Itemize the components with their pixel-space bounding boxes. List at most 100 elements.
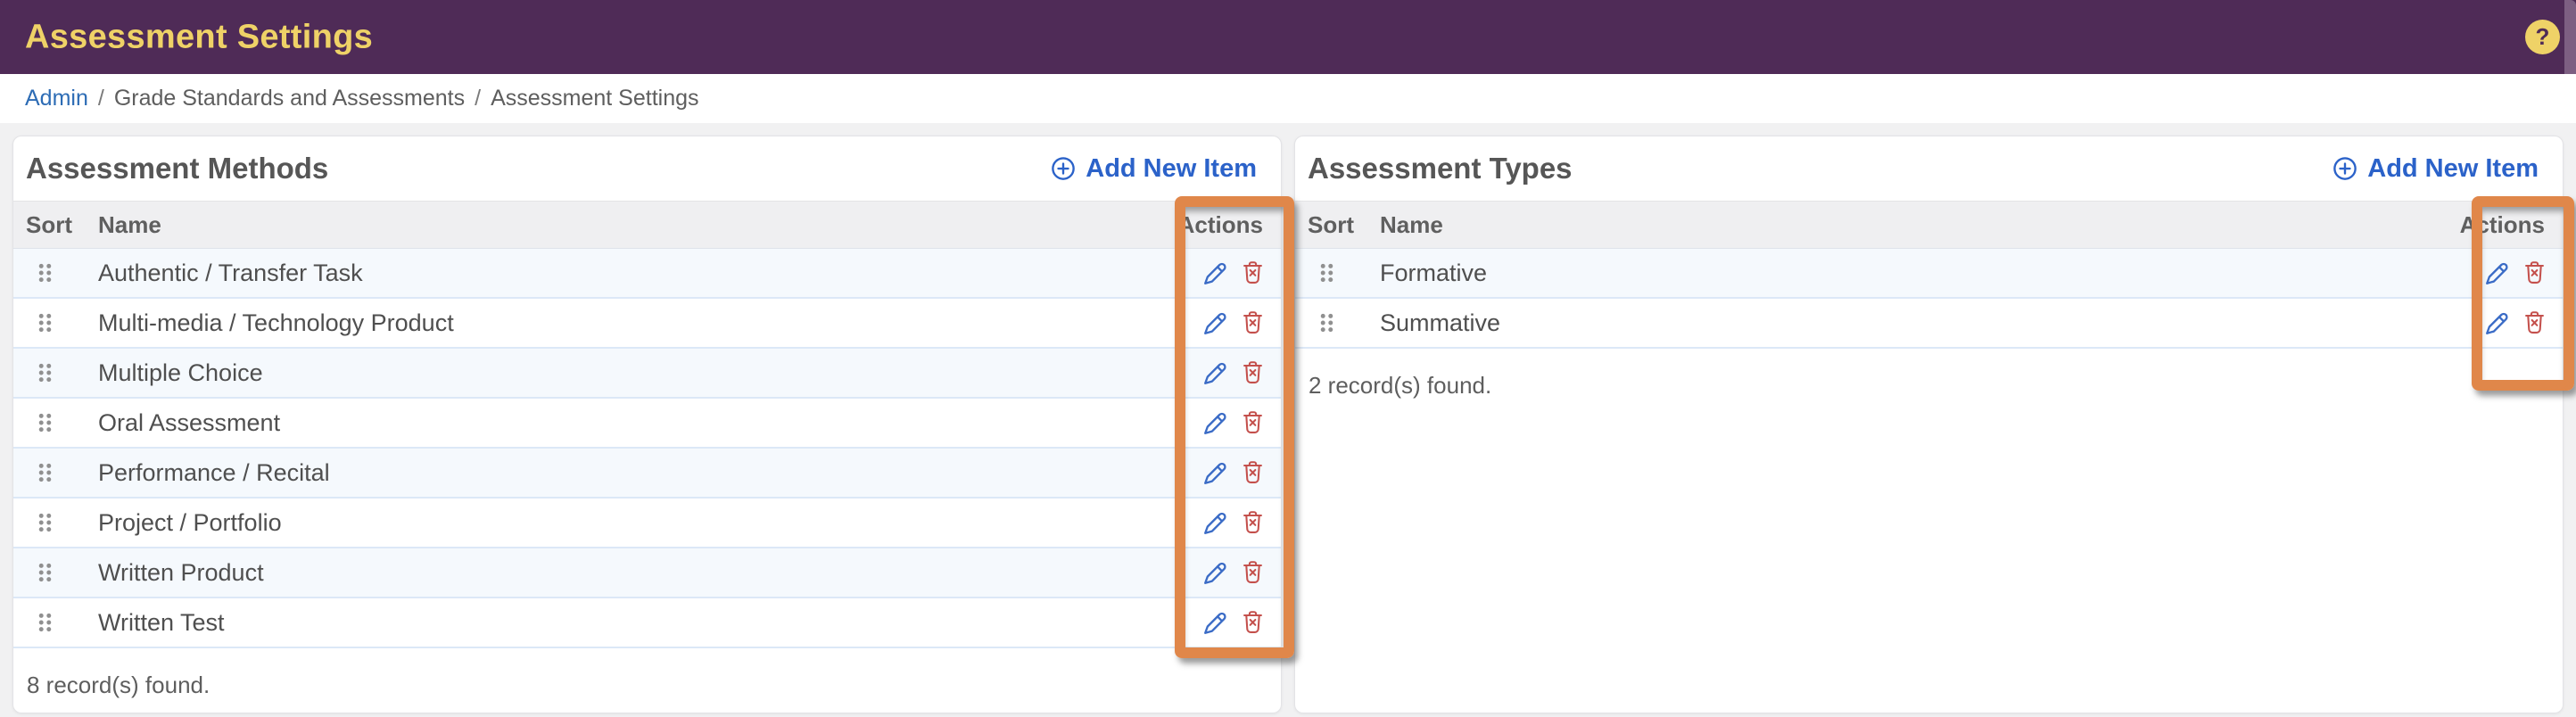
drag-handle-icon	[38, 413, 52, 433]
drag-handle[interactable]	[1318, 311, 1335, 334]
drag-handle-icon	[38, 563, 52, 582]
trash-icon	[1243, 310, 1262, 334]
drag-handle-icon	[38, 513, 52, 532]
drag-handle[interactable]	[1318, 261, 1335, 284]
add-new-item-button[interactable]: Add New Item	[1050, 154, 1257, 184]
delete-button[interactable]	[1239, 609, 1267, 637]
edit-button[interactable]	[1201, 458, 1230, 488]
row-name: Project / Portfolio	[98, 508, 282, 536]
delete-button[interactable]	[1239, 309, 1267, 337]
row-name: Written Product	[98, 558, 264, 586]
edit-button[interactable]	[1201, 558, 1230, 588]
row-name: Authentic / Transfer Task	[98, 259, 363, 286]
drag-handle[interactable]	[37, 261, 54, 284]
breadcrumb-separator: /	[97, 86, 104, 111]
edit-button[interactable]	[1201, 259, 1230, 288]
column-header-sort: Sort	[1308, 210, 1354, 238]
add-new-item-label: Add New Item	[2367, 153, 2539, 183]
panel-title: Assessment Types	[1308, 152, 1573, 185]
row-name: Summative	[1380, 309, 1501, 336]
plus-circle-icon	[1052, 157, 1076, 180]
pencil-icon	[1204, 612, 1226, 634]
drag-handle-icon	[38, 363, 52, 383]
delete-button[interactable]	[1239, 559, 1267, 587]
column-header-sort: Sort	[26, 210, 72, 238]
pencil-icon	[1204, 262, 1226, 284]
edit-button[interactable]	[1201, 358, 1230, 388]
trash-icon	[1243, 260, 1262, 284]
drag-handle-icon	[38, 263, 52, 283]
plus-circle-icon	[2333, 157, 2357, 180]
column-header-name: Name	[1380, 210, 1443, 238]
row-name: Multi-media / Technology Product	[98, 309, 454, 336]
pencil-icon	[1204, 412, 1226, 434]
drag-handle[interactable]	[37, 461, 54, 484]
trash-icon	[2525, 260, 2544, 284]
drag-handle-icon	[38, 313, 52, 333]
trash-icon	[1243, 360, 1262, 383]
pencil-icon	[1204, 362, 1226, 384]
edit-button[interactable]	[2482, 259, 2512, 288]
table-row: Project / Portfolio	[13, 499, 1281, 548]
panel-assessment-types: Assessment Types Add New Item Sort Name …	[1294, 136, 2574, 713]
delete-button[interactable]	[1239, 260, 1267, 287]
table-header-row: Sort Name Actions	[13, 201, 1281, 249]
column-header-name: Name	[98, 210, 161, 238]
trash-icon	[1243, 460, 1262, 483]
drag-handle[interactable]	[37, 611, 54, 634]
table-row: Written Product	[13, 548, 1281, 598]
page-header: Assessment Settings ?	[0, 0, 2576, 74]
delete-button[interactable]	[1239, 459, 1267, 487]
add-new-item-button[interactable]: Add New Item	[2332, 154, 2539, 184]
drag-handle[interactable]	[37, 411, 54, 434]
row-name: Oral Assessment	[98, 408, 281, 436]
table-row: Multiple Choice	[13, 349, 1281, 399]
table-row: Formative	[1295, 249, 2563, 299]
column-header-actions: Actions	[1177, 210, 1263, 238]
panel-assessment-methods: Assessment Methods Add New Item Sort Nam…	[12, 136, 1294, 713]
trash-icon	[1243, 410, 1262, 433]
page-title: Assessment Settings	[25, 18, 374, 55]
table-body: Authentic / Transfer Task	[13, 249, 1281, 648]
drag-handle-icon	[1320, 263, 1333, 283]
delete-button[interactable]	[1239, 509, 1267, 537]
edit-button[interactable]	[1201, 508, 1230, 538]
table-row: Performance / Recital	[13, 449, 1281, 499]
table-header-row: Sort Name Actions	[1295, 201, 2563, 249]
table-row: Authentic / Transfer Task	[13, 249, 1281, 299]
delete-button[interactable]	[1239, 359, 1267, 387]
breadcrumb-item-grade-standards: Grade Standards and Assessments	[113, 86, 466, 111]
trash-icon	[2525, 310, 2544, 334]
edit-button[interactable]	[2482, 309, 2512, 338]
record-count: 8 record(s) found.	[27, 672, 211, 698]
breadcrumb-link-admin[interactable]: Admin	[25, 86, 88, 111]
pencil-icon	[1204, 562, 1226, 584]
delete-button[interactable]	[2521, 260, 2548, 287]
scrollbar-thumb[interactable]	[2564, 0, 2576, 74]
delete-button[interactable]	[2521, 309, 2548, 337]
column-header-actions: Actions	[2459, 210, 2545, 238]
row-name: Performance / Recital	[98, 458, 330, 486]
delete-button[interactable]	[1239, 409, 1267, 437]
drag-handle-icon	[38, 613, 52, 632]
panel-title: Assessment Methods	[26, 152, 329, 185]
pencil-icon	[2486, 312, 2508, 334]
drag-handle[interactable]	[37, 361, 54, 384]
help-button[interactable]: ?	[2525, 20, 2560, 54]
table-body: Formative	[1295, 249, 2563, 349]
drag-handle-icon	[38, 463, 52, 482]
add-new-item-label: Add New Item	[1086, 153, 1257, 183]
table-row: Written Test	[13, 598, 1281, 648]
breadcrumb-separator: /	[475, 86, 482, 111]
pencil-icon	[1204, 512, 1226, 534]
edit-button[interactable]	[1201, 608, 1230, 638]
drag-handle[interactable]	[37, 511, 54, 534]
row-name: Formative	[1380, 259, 1488, 286]
drag-handle[interactable]	[37, 311, 54, 334]
edit-button[interactable]	[1201, 309, 1230, 338]
edit-button[interactable]	[1201, 408, 1230, 438]
table-row: Summative	[1295, 299, 2563, 349]
question-mark-icon: ?	[2535, 23, 2550, 50]
row-name: Written Test	[98, 608, 225, 636]
drag-handle[interactable]	[37, 561, 54, 584]
